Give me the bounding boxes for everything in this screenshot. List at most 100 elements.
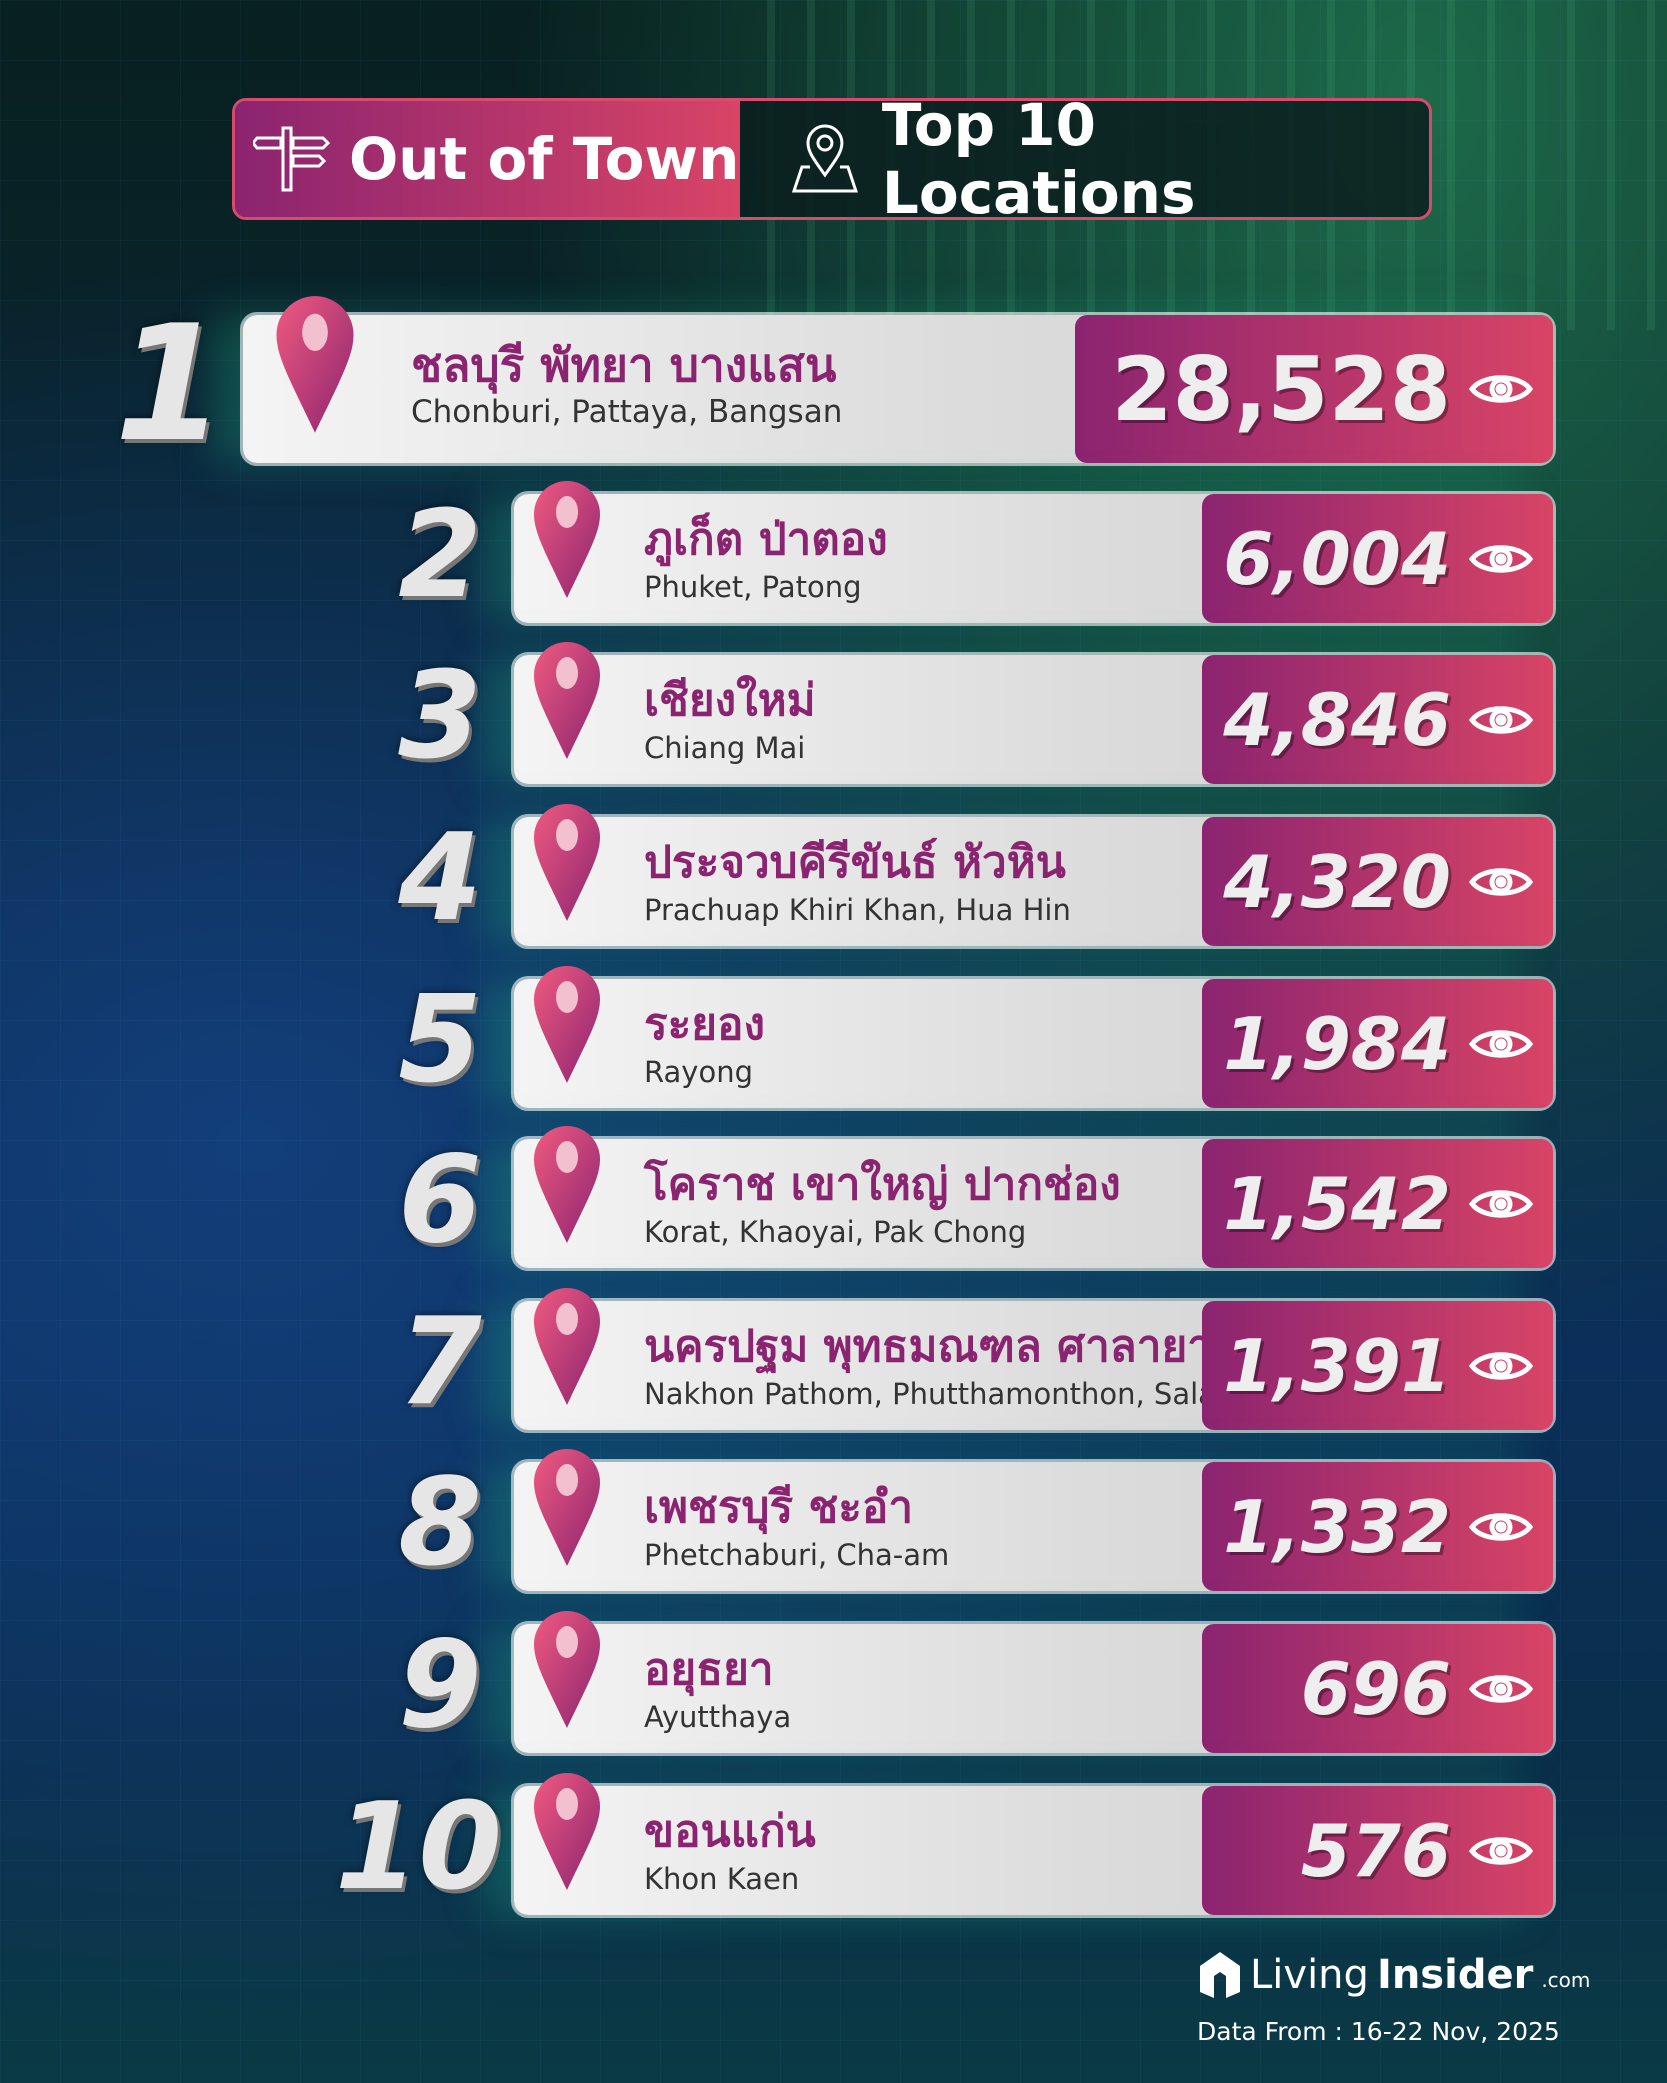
eye-icon <box>1469 1674 1533 1703</box>
location-english-name: Ayutthaya <box>644 1700 792 1734</box>
location-english-name: Phetchaburi, Cha-am <box>644 1538 950 1572</box>
category-title: Out of Town <box>349 125 740 193</box>
rank-number: 4 <box>398 809 482 948</box>
rank-number: 7 <box>398 1293 482 1432</box>
map-pin-icon <box>791 124 858 193</box>
location-row: โคราช เขาใหญ่ ปากช่อง Korat, Khaoyai, Pa… <box>514 1126 1553 1268</box>
title-section: Top 10 Locations <box>740 101 1429 217</box>
views-badge: 4,846 <box>1202 655 1553 784</box>
location-pin-icon <box>534 1773 600 1890</box>
location-english-name: Rayong <box>644 1055 753 1089</box>
eye-icon <box>1469 1512 1533 1541</box>
views-count: 4,846 <box>1223 677 1451 762</box>
logo-text-insider: Insider <box>1376 1952 1534 1998</box>
rank-number: 9 <box>398 1616 482 1755</box>
location-thai-name: นครปฐม พุทธมณฑล ศาลายา <box>644 1321 1212 1372</box>
views-count: 696 <box>1300 1646 1451 1731</box>
header-banner: Out of Town Top 10 Locations <box>232 98 1432 220</box>
location-names: นครปฐม พุทธมณฑล ศาลายา Nakhon Pathom, Ph… <box>644 1319 1251 1413</box>
location-thai-name: ระยอง <box>644 999 765 1050</box>
eye-icon <box>1469 1029 1533 1058</box>
rank-number: 5 <box>398 971 482 1110</box>
location-names: ขอนแก่น Khon Kaen <box>644 1804 816 1898</box>
eye-icon <box>1469 375 1533 403</box>
rank-number: 8 <box>398 1454 482 1593</box>
views-count: 4,320 <box>1223 839 1451 924</box>
location-pin-icon <box>534 804 600 921</box>
house-logo-icon <box>1200 1952 1240 1998</box>
location-row: เชียงใหม่ Chiang Mai 4,846 <box>514 642 1553 784</box>
views-count: 28,528 <box>1111 337 1451 441</box>
location-pin-icon <box>276 296 354 433</box>
views-badge: 28,528 <box>1075 315 1553 463</box>
location-row: อยุธยา Ayutthaya 696 <box>514 1611 1553 1753</box>
location-thai-name: เพชรบุรี ชะอำ <box>644 1482 914 1533</box>
location-english-name: Chiang Mai <box>644 731 806 765</box>
rank-number: 6 <box>398 1131 482 1270</box>
views-count: 1,984 <box>1223 1001 1451 1086</box>
location-names: ชลบุรี พัทยา บางแสน Chonburi, Pattaya, B… <box>411 337 842 431</box>
location-row: ระยอง Rayong 1,984 <box>514 966 1553 1108</box>
rank-number: 1 <box>114 290 226 477</box>
category-section: Out of Town <box>235 101 740 217</box>
location-names: ภูเก็ต ป่าตอง Phuket, Patong <box>644 512 888 606</box>
location-names: โคราช เขาใหญ่ ปากช่อง Korat, Khaoyai, Pa… <box>644 1157 1121 1251</box>
location-thai-name: เชียงใหม่ <box>644 675 816 726</box>
location-pin-icon <box>534 966 600 1083</box>
location-english-name: Khon Kaen <box>644 1862 800 1896</box>
livinginsider-logo: Living Insider .com <box>1198 1950 1590 1998</box>
eye-icon <box>1469 1351 1533 1380</box>
rank-number: 3 <box>398 647 482 786</box>
location-english-name: Chonburi, Pattaya, Bangsan <box>411 394 843 430</box>
eye-icon <box>1469 705 1533 734</box>
location-row: นครปฐม พุทธมณฑล ศาลายา Nakhon Pathom, Ph… <box>514 1288 1553 1430</box>
location-row: ภูเก็ต ป่าตอง Phuket, Patong 6,004 <box>514 481 1553 623</box>
location-thai-name: ขอนแก่น <box>644 1806 816 1857</box>
views-badge: 696 <box>1202 1624 1553 1753</box>
location-thai-name: อยุธยา <box>644 1644 774 1695</box>
location-row: ขอนแก่น Khon Kaen 576 <box>514 1773 1553 1915</box>
views-count: 1,542 <box>1223 1161 1451 1246</box>
page-title: Top 10 Locations <box>881 98 1196 220</box>
location-thai-name: โคราช เขาใหญ่ ปากช่อง <box>644 1159 1121 1210</box>
location-thai-name: ชลบุรี พัทยา บางแสน <box>411 338 837 392</box>
location-row: ประจวบคีรีขันธ์ หัวหิน Prachuap Khiri Kh… <box>514 804 1553 946</box>
views-badge: 1,391 <box>1202 1301 1553 1430</box>
views-badge: 1,332 <box>1202 1462 1553 1591</box>
location-english-name: Nakhon Pathom, Phutthamonthon, Salaya <box>644 1377 1251 1411</box>
location-row: เพชรบุรี ชะอำ Phetchaburi, Cha-am 1,332 <box>514 1449 1553 1591</box>
location-english-name: Korat, Khaoyai, Pak Chong <box>644 1215 1027 1249</box>
views-count: 1,332 <box>1223 1484 1451 1569</box>
views-badge: 1,542 <box>1202 1139 1553 1268</box>
eye-icon <box>1469 867 1533 896</box>
logo-text-living: Living <box>1250 1952 1369 1998</box>
location-thai-name: ภูเก็ต ป่าตอง <box>644 514 888 565</box>
location-thai-name: ประจวบคีรีขันธ์ หัวหิน <box>644 837 1066 888</box>
location-names: อยุธยา Ayutthaya <box>644 1642 791 1736</box>
location-names: ระยอง Rayong <box>644 997 765 1091</box>
rank-number: 2 <box>398 486 482 625</box>
location-pin-icon <box>534 642 600 759</box>
location-names: ประจวบคีรีขันธ์ หัวหิน Prachuap Khiri Kh… <box>644 835 1071 929</box>
location-english-name: Prachuap Khiri Khan, Hua Hin <box>644 893 1071 927</box>
data-date: Data From : 16-22 Nov, 2025 <box>1197 2017 1560 2046</box>
views-count: 1,391 <box>1223 1323 1451 1408</box>
views-badge: 6,004 <box>1202 494 1553 623</box>
location-pin-icon <box>534 1611 600 1728</box>
views-badge: 4,320 <box>1202 817 1553 946</box>
eye-icon <box>1469 1189 1533 1218</box>
location-row: ชลบุรี พัทยา บางแสน Chonburi, Pattaya, B… <box>243 296 1553 463</box>
signpost-icon <box>253 126 331 192</box>
views-count: 6,004 <box>1223 516 1451 601</box>
views-badge: 576 <box>1202 1786 1553 1915</box>
location-pin-icon <box>534 481 600 598</box>
location-names: เพชรบุรี ชะอำ Phetchaburi, Cha-am <box>644 1480 949 1574</box>
location-pin-icon <box>534 1449 600 1566</box>
location-pin-icon <box>534 1288 600 1405</box>
eye-icon <box>1469 544 1533 573</box>
location-pin-icon <box>534 1126 600 1243</box>
location-english-name: Phuket, Patong <box>644 570 862 604</box>
location-names: เชียงใหม่ Chiang Mai <box>644 673 816 767</box>
views-count: 576 <box>1300 1808 1451 1893</box>
logo-text-suffix: .com <box>1541 1968 1591 1992</box>
